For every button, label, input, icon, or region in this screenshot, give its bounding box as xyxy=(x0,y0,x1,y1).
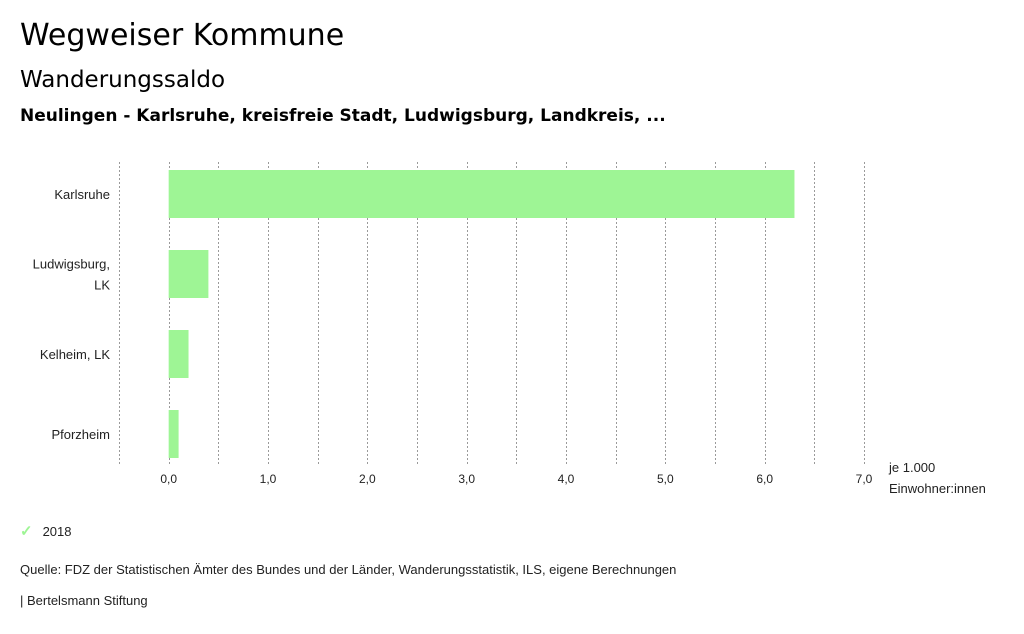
x-tick-label: 5,0 xyxy=(657,472,674,486)
x-tick-label: 7,0 xyxy=(856,472,873,486)
x-axis-ticks: 0,0 1,0 2,0 3,0 4,0 5,0 6,0 7,0 xyxy=(160,472,872,486)
legend-item-2018[interactable]: 2018 xyxy=(42,523,72,539)
x-tick-label: 3,0 xyxy=(458,472,475,486)
x-axis-unit-line1: je 1.000 xyxy=(888,460,935,475)
bar[interactable] xyxy=(168,330,189,378)
category-label: Kelheim, LK xyxy=(40,347,110,362)
category-label: LK xyxy=(94,278,110,293)
source-note: Quelle: FDZ der Statistischen Ämter des … xyxy=(20,562,677,577)
bars xyxy=(168,170,795,458)
chart-subtitle: Wanderungssaldo xyxy=(20,67,226,93)
x-tick-label: 2,0 xyxy=(359,472,376,486)
x-tick-label: 1,0 xyxy=(260,472,277,486)
category-label: Karlsruhe xyxy=(54,187,110,202)
x-tick-label: 6,0 xyxy=(756,472,773,486)
x-axis-unit-line2: Einwohner:innen xyxy=(889,481,986,496)
x-tick-label: 0,0 xyxy=(160,472,177,486)
brand-credit[interactable]: | Bertelsmann Stiftung xyxy=(20,593,148,608)
bar[interactable] xyxy=(168,410,179,458)
selection-summary[interactable]: Neulingen - Karlsruhe, kreisfreie Stadt,… xyxy=(20,106,666,126)
category-label: Pforzheim xyxy=(51,427,110,442)
check-icon[interactable]: ✓ xyxy=(20,523,33,540)
category-labels: Karlsruhe Ludwigsburg, LK Kelheim, LK Pforzh… xyxy=(33,187,111,442)
legend[interactable]: ✓ 2018 xyxy=(20,521,72,541)
x-tick-label: 4,0 xyxy=(558,472,575,486)
bar[interactable] xyxy=(168,170,795,218)
category-label: Ludwigsburg, xyxy=(33,257,110,272)
bar[interactable] xyxy=(168,250,209,298)
page-title: Wegweiser Kommune xyxy=(20,18,345,53)
